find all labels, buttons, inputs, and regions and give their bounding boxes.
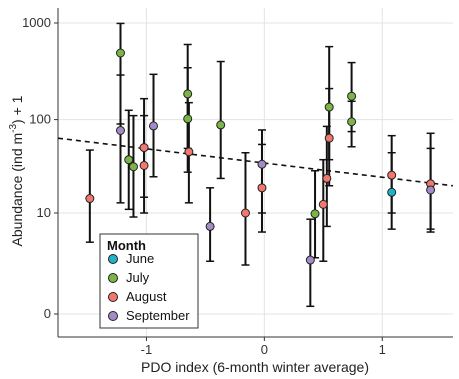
data-point-august: [257, 183, 267, 193]
y-tick-label: 10: [37, 205, 51, 220]
y-axis-ticks: 0 10 100 1000: [22, 15, 58, 321]
data-point-july: [128, 162, 138, 172]
data-point-july: [124, 155, 134, 165]
data-point-september: [426, 185, 436, 195]
data-point-september: [149, 121, 159, 131]
data-point-august: [322, 173, 332, 183]
data-point-july: [216, 120, 226, 130]
data-point-august: [318, 199, 328, 209]
data-point-august: [184, 147, 194, 157]
data-point-august: [139, 160, 149, 170]
plot-frame-layer: [57, 8, 453, 338]
data-point-august: [85, 194, 95, 204]
error-bar: [116, 74, 125, 204]
data-point-july: [310, 209, 320, 219]
trend-line: [57, 137, 454, 187]
data-point-june: [387, 187, 397, 197]
data-point-august: [240, 208, 250, 218]
y-tick-label: 1000: [22, 15, 51, 30]
x-tick-label: -1: [141, 342, 153, 357]
data-point-july: [183, 114, 193, 124]
x-axis-ticks: -1 0 1: [141, 337, 386, 357]
data-point-september: [115, 125, 125, 135]
y-axis-label-main: Abundance (ind m: [9, 133, 25, 247]
legend-swatch-june: [108, 254, 118, 264]
data-point-september: [205, 221, 215, 231]
legend-label-september: September: [126, 308, 190, 323]
data-point-august: [139, 143, 149, 153]
data-point-august: [387, 170, 397, 180]
x-tick-label: 0: [261, 342, 268, 357]
legend-label-july: July: [126, 270, 150, 285]
data-point-july: [324, 102, 334, 112]
y-axis-label-superscript: -3: [8, 124, 19, 133]
legend-swatch-august: [108, 292, 118, 302]
legend-label-june: June: [126, 251, 154, 266]
error-bar: [216, 60, 225, 180]
legend: Month June July August September: [99, 233, 199, 329]
data-point-july: [183, 89, 193, 99]
data-points: [85, 48, 436, 265]
legend-swatch-july: [108, 273, 118, 283]
data-point-july: [347, 117, 357, 127]
y-tick-label: 100: [29, 112, 51, 127]
data-point-september: [305, 255, 315, 265]
y-tick-label: 0: [44, 306, 51, 321]
legend-swatch-september: [108, 311, 118, 321]
legend-entries: June July August September: [108, 251, 190, 323]
legend-label-august: August: [126, 289, 167, 304]
data-point-september: [257, 159, 267, 169]
y-axis-label-tail: ) + 1: [9, 95, 25, 124]
y-axis-label: Abundance (ind m-3) + 1: [8, 95, 25, 246]
legend-title: Month: [107, 238, 146, 253]
data-point-july: [347, 91, 357, 101]
x-tick-label: 1: [379, 342, 386, 357]
x-axis-label: PDO index (6-month winter average): [141, 359, 369, 375]
data-point-august: [324, 133, 334, 143]
data-point-july: [115, 48, 125, 58]
